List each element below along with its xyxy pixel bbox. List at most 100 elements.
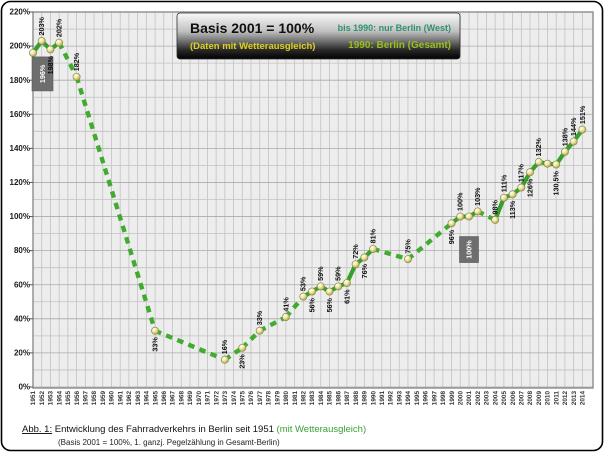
data-point-marker — [29, 48, 37, 57]
data-point-marker — [517, 183, 526, 192]
series-segment — [372, 246, 409, 262]
x-axis-year-label: 1951 — [30, 391, 37, 406]
x-axis-year-label: 1966 — [161, 391, 168, 406]
series-segment — [240, 329, 262, 350]
x-axis-year-label: 1967 — [170, 391, 177, 406]
caption-line2: (Basis 2001 = 100%, 1. ganzj. Pegelzählu… — [58, 438, 280, 447]
data-point-marker — [299, 292, 308, 301]
x-axis-year-label: 1958 — [91, 391, 98, 406]
data-label: 53% — [299, 276, 308, 291]
y-axis-label: 80% — [14, 246, 30, 255]
x-axis-year-label: 2008 — [527, 391, 534, 406]
data-label: 33% — [150, 337, 159, 352]
data-point-marker — [55, 38, 64, 47]
legend-box-background — [176, 12, 461, 60]
x-axis-year-label: 1959 — [100, 391, 107, 406]
data-point-marker — [342, 279, 351, 287]
data-label: 96% — [447, 229, 456, 244]
x-axis-year-label: 1977 — [257, 391, 264, 406]
x-axis-year-label: 1965 — [152, 391, 159, 406]
data-label: 144% — [569, 117, 578, 136]
x-axis-year-label: 1990 — [370, 391, 377, 406]
x-axis-year-label: 2013 — [571, 391, 578, 406]
x-axis-year-label: 1962 — [126, 391, 133, 406]
data-point-marker — [456, 212, 465, 221]
data-label: 41% — [281, 297, 290, 312]
x-axis-year-label: 1954 — [56, 391, 63, 406]
y-axis-label: 140% — [10, 144, 30, 153]
x-axis-year-label: 1998 — [440, 391, 447, 406]
data-point-marker — [255, 326, 264, 335]
y-axis-label: 20% — [14, 349, 30, 358]
caption-main: Entwicklung des Fahrradverkehrs in Berli… — [52, 424, 276, 435]
series-segment — [154, 328, 226, 362]
legend-box: Basis 2001 = 100% (Daten mit Wetterausgl… — [176, 12, 461, 60]
data-label: 56% — [307, 297, 316, 312]
series-segment — [74, 76, 158, 332]
y-axis-label: 60% — [14, 280, 30, 289]
x-axis-year-label: 1973 — [222, 391, 229, 406]
x-axis-year-label: 1960 — [109, 391, 116, 406]
x-axis-year-label: 1975 — [239, 391, 246, 406]
x-axis-year-label: 1994 — [405, 391, 412, 406]
data-point-marker — [281, 313, 290, 322]
x-axis-year-label: 2004 — [492, 391, 499, 406]
x-axis-year-label: 1961 — [117, 391, 124, 406]
data-point-marker — [491, 216, 500, 224]
data-label: 59% — [316, 266, 325, 281]
x-axis-year-label: 2010 — [545, 391, 552, 406]
data-label: 182% — [72, 52, 81, 71]
x-axis-year-label: 1957 — [83, 391, 90, 406]
y-axis-label: 40% — [14, 314, 30, 323]
data-label: 56% — [325, 297, 334, 312]
caption-highlight: (mit Wetterausgleich) — [277, 424, 367, 435]
series-segment — [57, 41, 79, 78]
x-axis-year-label: 2014 — [580, 391, 587, 406]
x-axis-year-label: 2005 — [501, 391, 508, 406]
data-point-marker — [508, 190, 517, 199]
x-axis-year-label: 2002 — [475, 391, 482, 406]
data-label: 130,5% — [552, 170, 561, 195]
data-point-marker — [334, 282, 343, 291]
data-label: 203% — [37, 16, 46, 35]
x-axis-year-label: 1992 — [388, 391, 395, 406]
series-segment — [406, 221, 453, 261]
x-axis-year-label: 2001 — [466, 391, 473, 406]
x-axis-year-label: 1986 — [335, 391, 342, 406]
x-axis-year-label: 1968 — [178, 391, 185, 406]
y-axis-label: 180% — [10, 76, 30, 85]
x-axis-year-label: 1971 — [205, 391, 212, 406]
data-label: 132% — [534, 138, 543, 157]
x-axis-year-label: 1955 — [65, 391, 72, 406]
data-point-marker — [526, 168, 534, 177]
data-point-marker — [552, 160, 561, 169]
data-point-marker — [569, 137, 578, 146]
data-label: 100% — [465, 240, 474, 259]
x-axis-year-label: 1964 — [144, 391, 151, 406]
series-segment — [258, 315, 287, 333]
data-point-marker — [560, 147, 569, 156]
x-axis-year-label: 1976 — [248, 391, 255, 406]
x-axis-year-label: 2009 — [536, 391, 543, 406]
data-label: 113% — [508, 200, 517, 219]
x-axis-year-label: 1997 — [431, 391, 438, 406]
data-label: 98% — [491, 199, 500, 214]
data-label: 59% — [334, 266, 343, 281]
data-point-marker — [308, 287, 316, 296]
data-point-marker — [534, 158, 543, 166]
caption-prefix: Abb. 1: — [22, 424, 52, 435]
x-axis-year-label: 1956 — [74, 391, 81, 406]
data-label: 151% — [578, 105, 587, 124]
data-label: 23% — [238, 354, 247, 369]
data-point-marker — [404, 255, 412, 264]
x-axis-year-label: 1982 — [301, 391, 308, 406]
data-label: 61% — [342, 289, 351, 304]
legend-west-berlin-note: bis 1990: nur Berlin (West) — [338, 23, 451, 33]
data-point-marker — [151, 326, 160, 335]
series-segment — [493, 197, 506, 221]
data-label: 103% — [473, 187, 482, 206]
x-axis-year-label: 1963 — [135, 391, 142, 406]
data-point-marker — [447, 219, 456, 228]
